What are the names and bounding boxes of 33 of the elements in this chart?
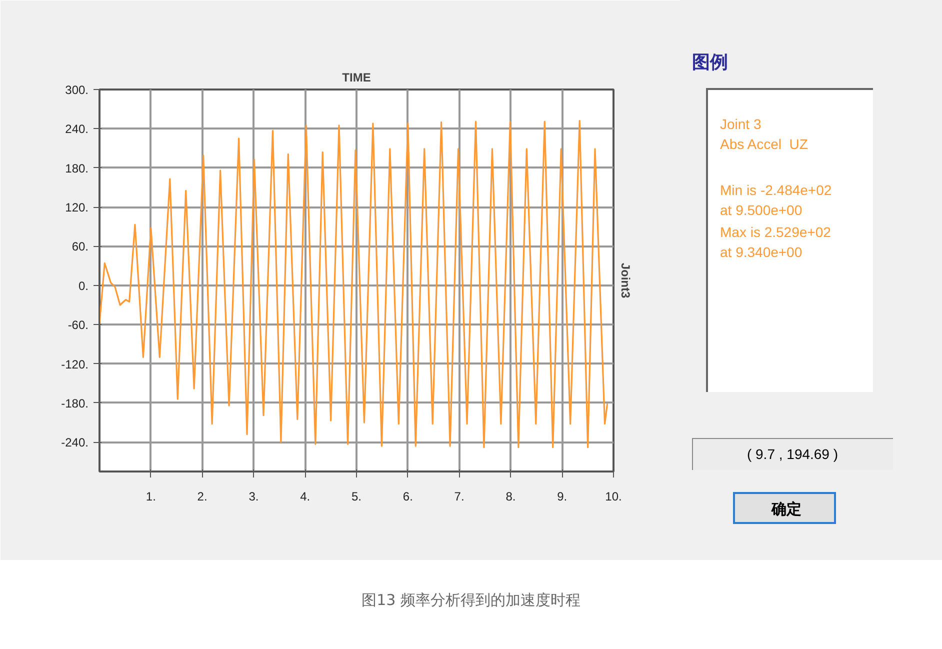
y-tick-label: 60. <box>72 240 89 254</box>
y-tick-label: 240. <box>65 122 89 136</box>
y-tick-label: 300. <box>65 83 89 97</box>
text: 确定 <box>770 500 802 520</box>
y-tick-label: 120. <box>65 200 89 215</box>
y-tick-label: -240. <box>61 436 89 450</box>
y-tick-label: -60. <box>68 318 89 332</box>
x-tick-label: 5. <box>351 490 362 504</box>
x-tick-label: 7. <box>454 490 464 504</box>
text: Min is -2.484e+02 <box>720 181 832 200</box>
text: at 9.340e+00 <box>720 243 802 262</box>
line-series <box>100 120 608 448</box>
legend-title: 图例 <box>692 51 728 74</box>
text: ( 9.7 , 194.69 ) <box>746 445 840 464</box>
x-tick-label: 9. <box>557 490 568 504</box>
y-tick-label: 180. <box>65 161 89 176</box>
caption: 图13 频率分析得到的加速度时程 <box>360 590 582 611</box>
y-axis-title: Joint3 <box>618 262 632 298</box>
x-tick-label: 10. <box>605 490 622 504</box>
text: Max is 2.529e+02 <box>720 223 831 242</box>
x-tick-label: 3. <box>248 490 259 504</box>
chart-title: TIME <box>342 70 371 84</box>
x-tick-label: 1. <box>146 490 156 504</box>
y-tick-label: 0. <box>78 278 89 293</box>
text: Joint 3 <box>720 115 762 134</box>
text: at 9.500e+00 <box>720 201 802 220</box>
y-tick-label: -180. <box>61 396 89 410</box>
x-tick-label: 4. <box>300 490 310 504</box>
x-tick-label: 8. <box>506 490 516 504</box>
x-tick-label: 6. <box>402 490 413 504</box>
y-tick-label: -120. <box>61 357 89 372</box>
text: Abs Accel UZ <box>720 135 808 154</box>
x-tick-label: 2. <box>197 490 208 504</box>
